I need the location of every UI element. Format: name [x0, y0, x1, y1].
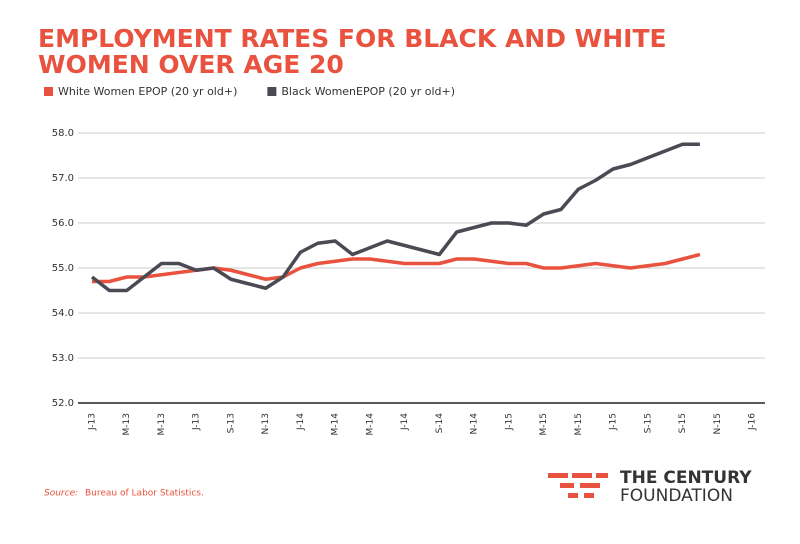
x-tick-label: M-15: [574, 413, 584, 435]
x-tick-label: J-15: [609, 413, 619, 431]
y-tick-label: 57.0: [52, 173, 74, 184]
y-tick-label: 53.0: [52, 353, 74, 364]
x-tick-label: J-14: [400, 413, 410, 431]
x-tick-label: S-15: [643, 413, 653, 433]
logo-text: FOUNDATION: [620, 486, 733, 506]
y-tick-label: 58.0: [52, 128, 74, 139]
x-tick-label: J-16: [748, 413, 758, 431]
legend-swatch: [44, 87, 53, 96]
y-tick-label: 52.0: [52, 398, 74, 409]
y-tick-label: 54.0: [52, 308, 74, 319]
x-tick-label: M-15: [539, 413, 549, 435]
x-tick-label: M-14: [331, 413, 341, 436]
chart-title: EMPLOYMENT RATES FOR BLACK AND WHITE: [38, 24, 667, 53]
legend-label: White Women EPOP (20 yr old+): [58, 85, 237, 98]
source-label: Source:: [44, 489, 78, 499]
y-tick-label: 56.0: [52, 218, 74, 229]
x-tick-label: S-14: [435, 413, 445, 434]
x-tick-label: J-13: [192, 413, 202, 431]
logo-text: THE CENTURY: [620, 468, 752, 488]
series-line: [90, 142, 700, 293]
legend-label: Black WomenEPOP (20 yr old+): [281, 85, 455, 98]
source: Bureau of Labor Statistics.: [85, 489, 204, 499]
x-tick-label: S-15: [678, 413, 688, 433]
x-tick-label: N-13: [261, 413, 271, 434]
logo-mark: [548, 473, 608, 498]
chart-title: WOMEN OVER AGE 20: [38, 50, 344, 79]
legend-swatch: [267, 87, 277, 96]
x-tick-label: M-13: [157, 413, 167, 435]
x-tick-label: J-14: [296, 413, 306, 431]
x-tick-label: N-14: [470, 413, 480, 435]
x-tick-label: S-13: [226, 413, 236, 433]
x-tick-label: M-14: [365, 413, 375, 436]
y-tick-label: 55.0: [52, 263, 74, 274]
x-tick-label: J-15: [504, 413, 514, 431]
x-tick-label: J-13: [88, 413, 98, 431]
x-tick-label: N-15: [713, 413, 723, 434]
x-tick-label: M-13: [122, 413, 132, 435]
